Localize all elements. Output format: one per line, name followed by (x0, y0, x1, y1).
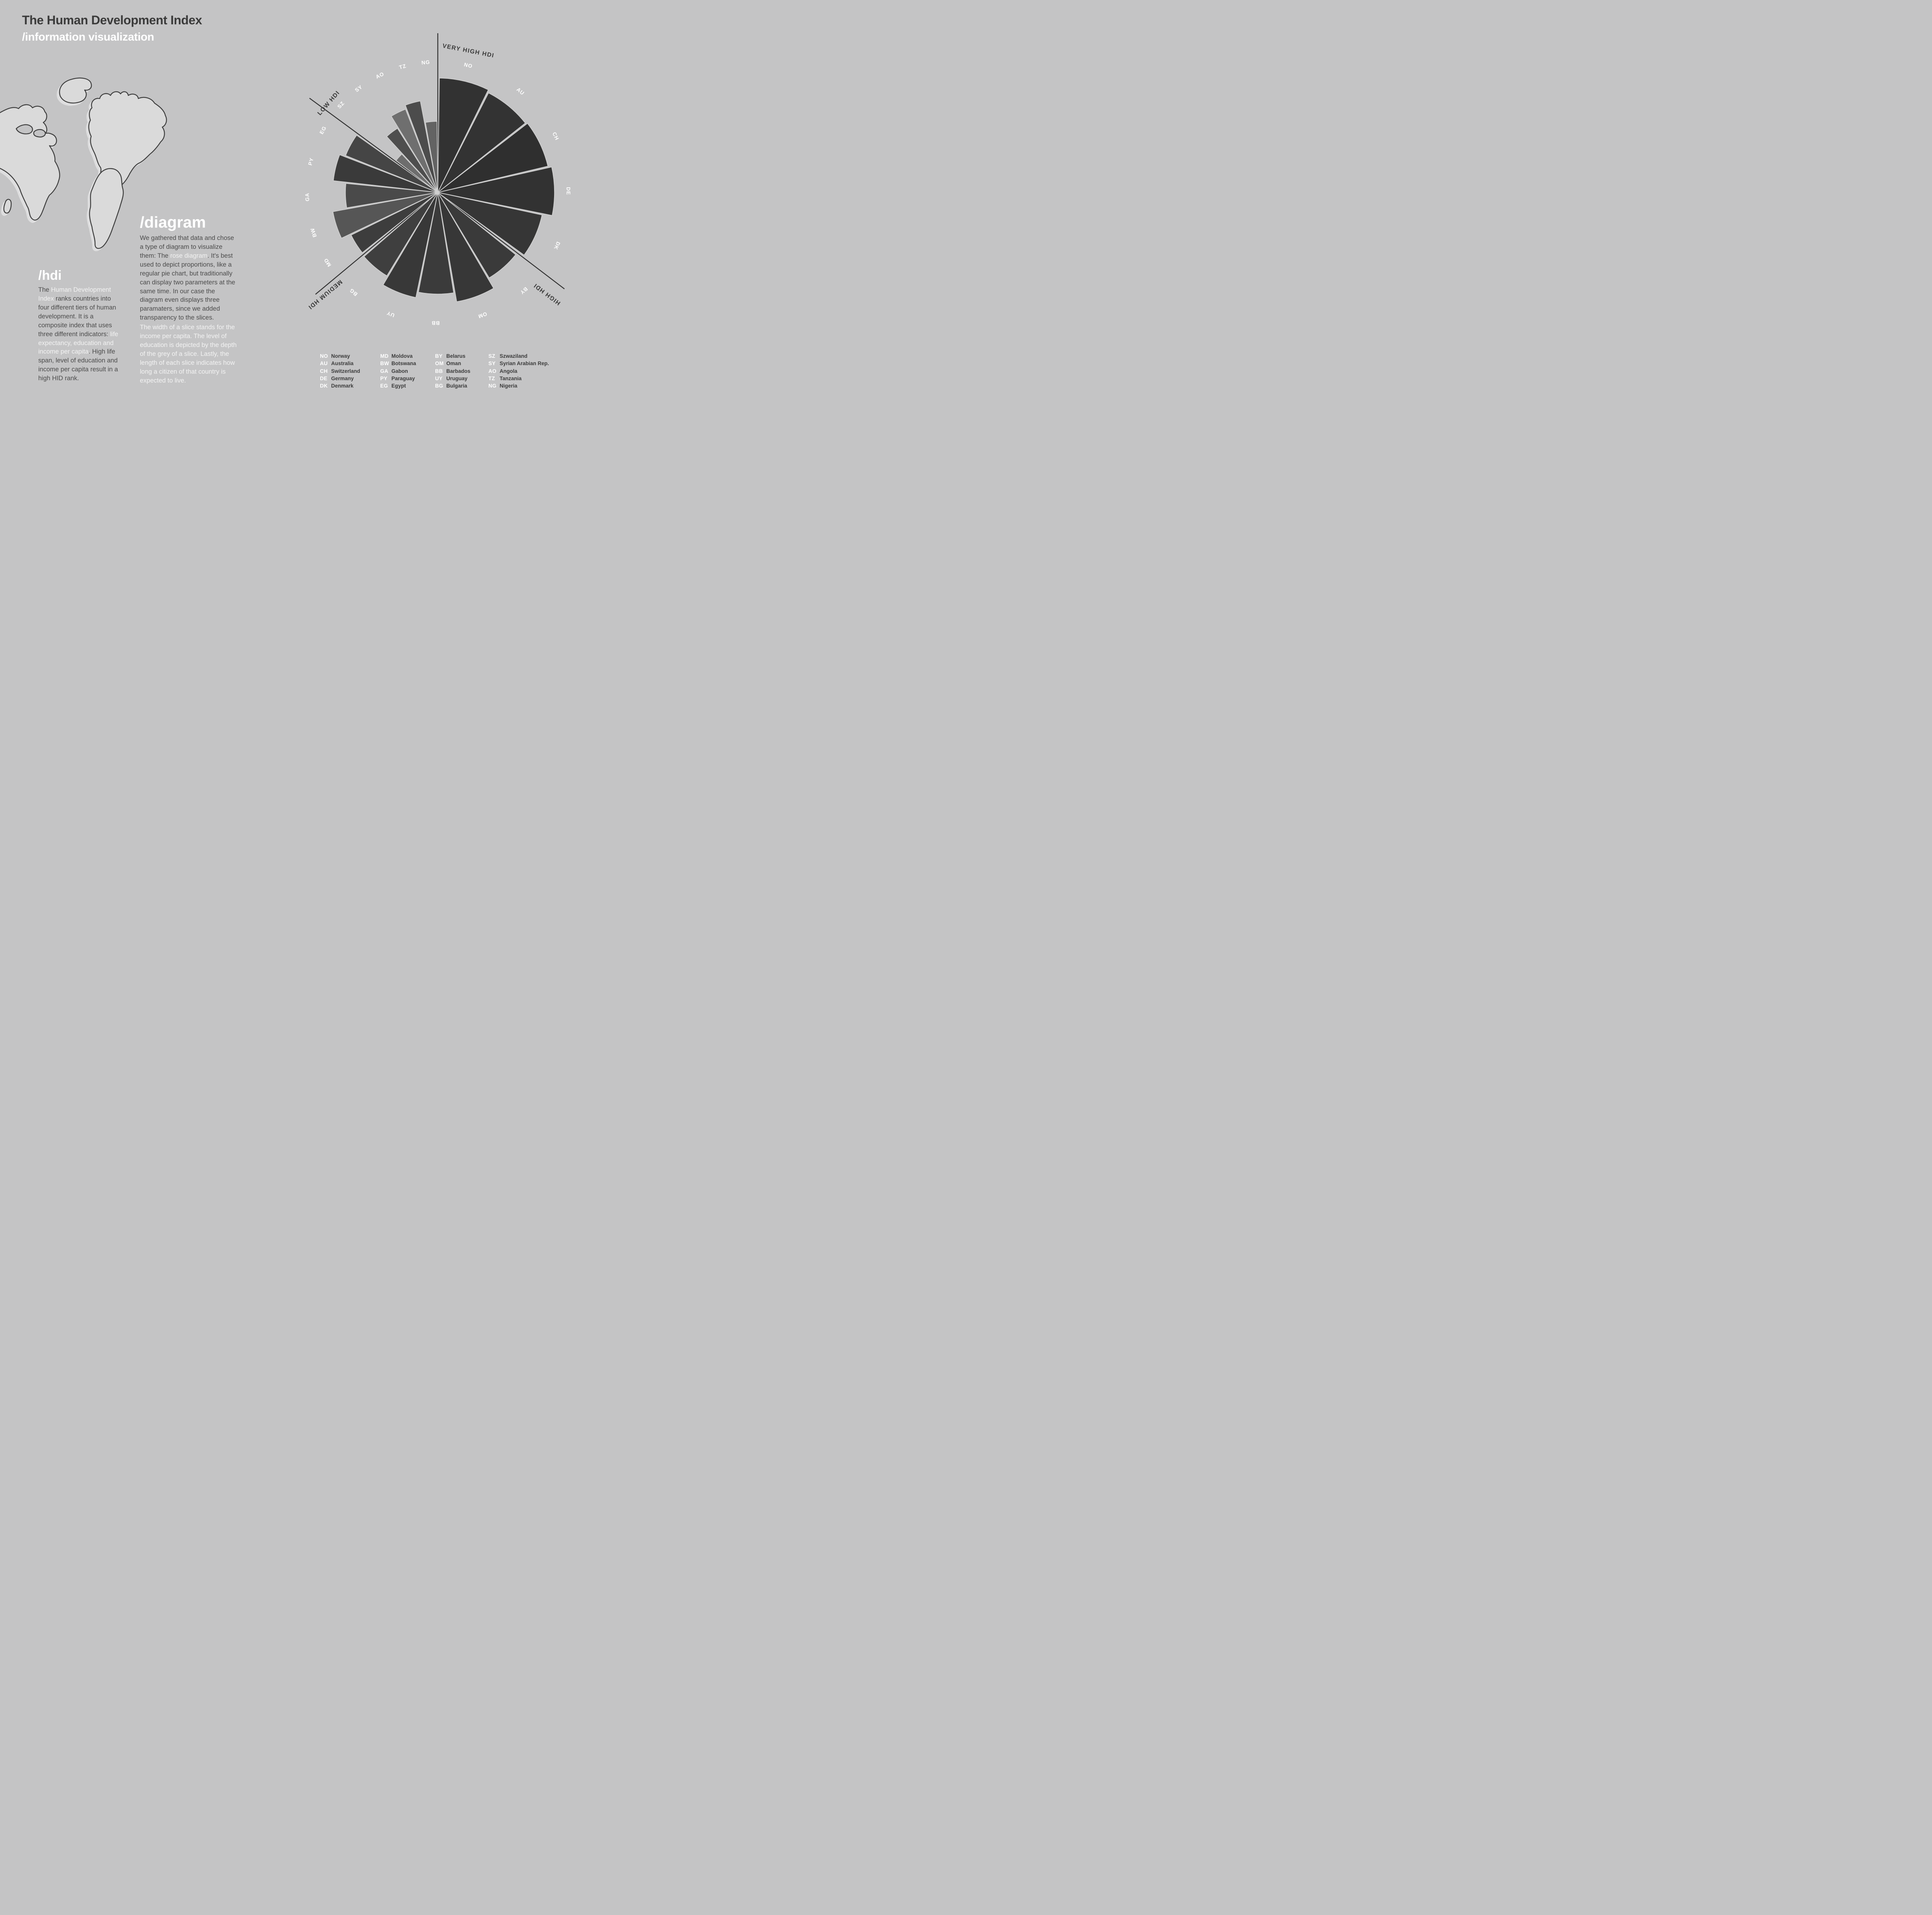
hdi-section: /hdi The Human Development Index ranks c… (38, 268, 122, 384)
country-code-label-no: NO (463, 61, 473, 69)
rose-slice-ch (437, 123, 548, 193)
world-map-sketch (0, 71, 175, 257)
rose-slice-om (437, 192, 494, 302)
map-south-america (89, 168, 124, 249)
rose-slice-py (333, 154, 438, 193)
text-segment-dark: . It's best used to depict proportions, … (140, 252, 235, 321)
country-code-label-tz: TZ (398, 63, 407, 70)
text-segment-light: Human Development Index (38, 286, 111, 302)
tier-axis-high-hdi (437, 192, 565, 289)
rose-slice-sy (386, 128, 438, 193)
country-code-label-uy: UY (386, 310, 395, 318)
country-code-label-sz: SZ (336, 100, 345, 109)
hdi-heading: /hdi (38, 268, 62, 283)
country-code-label-md: MD (323, 257, 332, 267)
country-code-label-ng: NG (421, 59, 430, 66)
world-map-svg (0, 77, 167, 249)
country-code-label-by: BY (519, 286, 529, 296)
country-code-label-ch: CH (551, 131, 560, 141)
tier-axis-low-hdi (309, 98, 438, 193)
country-code-label-py: PY (307, 157, 315, 166)
tier-axis-medium-hdi (315, 192, 438, 295)
hdi-paragraph: The Human Development Index ranks countr… (38, 286, 122, 383)
rose-slice-de (437, 167, 555, 216)
rose-slice-sz (396, 154, 438, 193)
page-title: The Human Development Index (22, 13, 202, 27)
rose-slice-ng (425, 121, 438, 193)
country-code-label-bb: BB (431, 320, 440, 326)
rose-slice-md (350, 192, 438, 253)
map-madagascar (3, 199, 12, 214)
text-segment-dark: We gathered that data and chose a type o… (140, 235, 234, 259)
diagram-heading: /diagram (140, 213, 206, 231)
text-segment-light: rose diagram (170, 252, 207, 259)
map-mediterranean-east (33, 129, 46, 138)
tier-label-high-hdi: HIGH HDI (532, 282, 562, 306)
map-north-america (88, 91, 167, 188)
map-mediterranean-west (15, 124, 33, 134)
header: The Human Development Index /information… (22, 12, 202, 45)
tier-label-medium-hdi: MEDIUM HDI (307, 278, 344, 311)
diagram-paragraph-1: We gathered that data and chose a type o… (140, 234, 237, 322)
rose-slice-ao (391, 109, 438, 193)
country-code-label-au: AU (515, 87, 526, 96)
text-segment-dark: . High life span, level of education and… (38, 348, 118, 382)
country-code-label-bw: BW (310, 227, 318, 238)
text-segment-dark: The (38, 286, 51, 293)
country-code-label-eg: EG (318, 125, 327, 135)
rose-slice-bw (332, 192, 438, 239)
country-code-label-de: DE (565, 187, 571, 195)
text-segment-light: life expectancy, education and income pe… (38, 330, 118, 355)
rose-slice-eg (345, 135, 438, 193)
country-code-label-ao: AO (375, 71, 385, 80)
rose-slice-bb (418, 192, 454, 294)
rose-slice-dk (437, 192, 543, 256)
rose-slice-uy (383, 192, 438, 298)
text-segment-dark: ranks countries into four different tier… (38, 295, 116, 338)
rose-slice-by (437, 192, 516, 278)
rose-slice-au (437, 92, 526, 193)
page-subtitle: /information visualization (22, 31, 154, 43)
diagram-section: /diagram We gathered that data and chose… (140, 213, 237, 386)
rose-slice-tz (405, 100, 438, 193)
rose-slice-ga (345, 183, 438, 208)
country-code-label-dk: DK (553, 241, 561, 251)
country-code-label-ga: GA (304, 192, 310, 201)
rose-diagram: NO AU CH DE DK BY OM BB UY BG MD BW GA PY EG SZ SY AO TZ NG… (247, 0, 606, 390)
rose-slice-no (437, 78, 489, 193)
rose-slice-bg (364, 192, 438, 276)
map-greenland (59, 77, 92, 104)
country-code-label-sy: SY (354, 84, 364, 93)
tier-label-very-high-hdi: VERY HIGH HDI (442, 43, 495, 59)
country-code-label-om: OM (477, 311, 488, 319)
diagram-paragraph-2: The width of a slice stands for the inco… (140, 323, 237, 385)
country-code-label-bg: BG (349, 287, 359, 297)
rose-diagram-svg: NO AU CH DE DK BY OM BB UY BG MD BW GA PY EG SZ SY AO TZ NG… (304, 33, 571, 326)
text-segment-light: The width of a slice stands for the inco… (140, 324, 237, 384)
